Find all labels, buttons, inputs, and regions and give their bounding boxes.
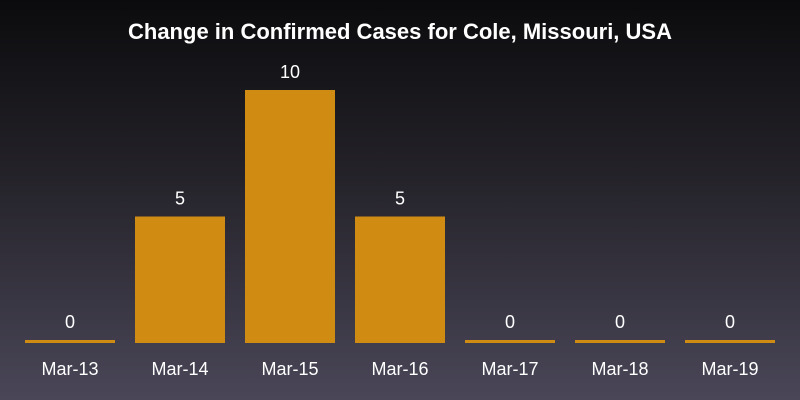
- value-label-mar-13: 0: [65, 312, 75, 332]
- value-label-mar-19: 0: [725, 312, 735, 332]
- value-label-mar-14: 5: [175, 189, 185, 209]
- bar-mar-14: [135, 216, 225, 343]
- x-tick-label-mar-19: Mar-19: [701, 359, 758, 379]
- value-label-mar-16: 5: [395, 189, 405, 209]
- bars-layer: [25, 90, 775, 343]
- x-tick-label-mar-18: Mar-18: [591, 359, 648, 379]
- value-label-mar-18: 0: [615, 312, 625, 332]
- bar-mar-19: [685, 340, 775, 343]
- x-tick-labels-layer: Mar-13 Mar-14 Mar-15 Mar-16 Mar-17 Mar-18 Mar-…: [41, 359, 758, 379]
- x-tick-label-mar-13: Mar-13: [41, 359, 98, 379]
- value-label-mar-15: 10: [280, 62, 300, 82]
- bar-mar-17: [465, 340, 555, 343]
- bar-mar-13: [25, 340, 115, 343]
- chart-title: Change in Confirmed Cases for Cole, Miss…: [128, 19, 672, 44]
- x-tick-label-mar-16: Mar-16: [371, 359, 428, 379]
- value-label-mar-17: 0: [505, 312, 515, 332]
- x-tick-label-mar-17: Mar-17: [481, 359, 538, 379]
- bar-mar-18: [575, 340, 665, 343]
- bar-mar-15: [245, 90, 335, 343]
- bar-mar-16: [355, 216, 445, 343]
- x-tick-label-mar-15: Mar-15: [261, 359, 318, 379]
- value-labels-layer: 0 5 10 5 0 0 0: [65, 62, 735, 332]
- x-tick-label-mar-14: Mar-14: [151, 359, 208, 379]
